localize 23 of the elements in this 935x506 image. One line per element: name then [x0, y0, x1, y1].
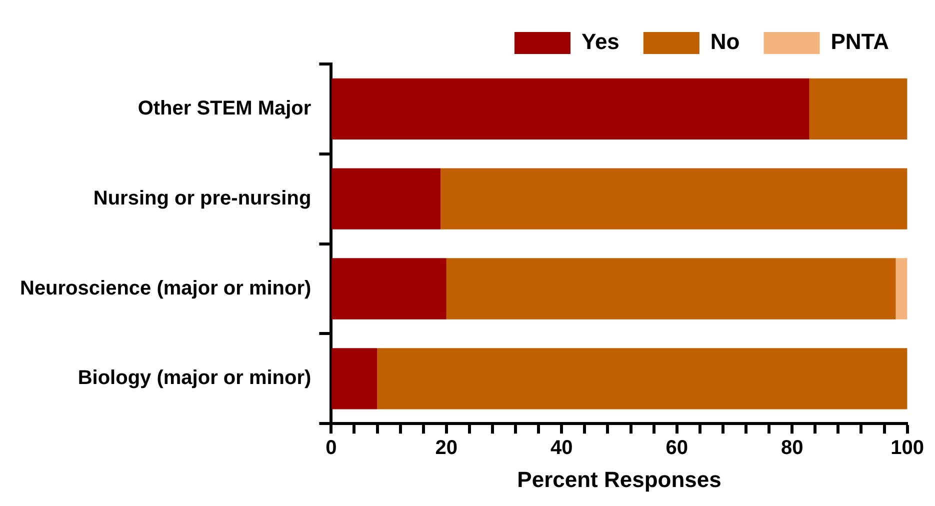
bar — [332, 258, 446, 320]
bar — [332, 348, 378, 410]
bar — [332, 78, 810, 140]
bar — [332, 168, 441, 230]
legend-label: Yes — [581, 29, 620, 54]
y-tick-label: Other STEM Major — [138, 97, 312, 120]
x-tick-label: 60 — [666, 437, 688, 460]
bar — [377, 348, 908, 410]
legend-label: PNTA — [830, 29, 890, 54]
x-tick-label: 0 — [326, 437, 337, 460]
x-axis-title: Percent Responses — [517, 466, 722, 492]
x-tick-label: 100 — [890, 437, 924, 460]
x-tick-label: 40 — [550, 437, 573, 460]
x-tick-label: 20 — [435, 437, 458, 460]
x-tick-label: 80 — [780, 437, 804, 460]
bar — [809, 78, 908, 140]
y-tick-label: Nursing or pre-nursing — [93, 187, 312, 210]
bar — [896, 258, 908, 320]
legend-label: No — [710, 29, 740, 54]
bar — [440, 168, 908, 230]
bar — [446, 258, 896, 320]
y-tick-label: Neuroscience (major or minor) — [20, 277, 312, 300]
y-tick-label: Biology (major or minor) — [78, 367, 312, 390]
